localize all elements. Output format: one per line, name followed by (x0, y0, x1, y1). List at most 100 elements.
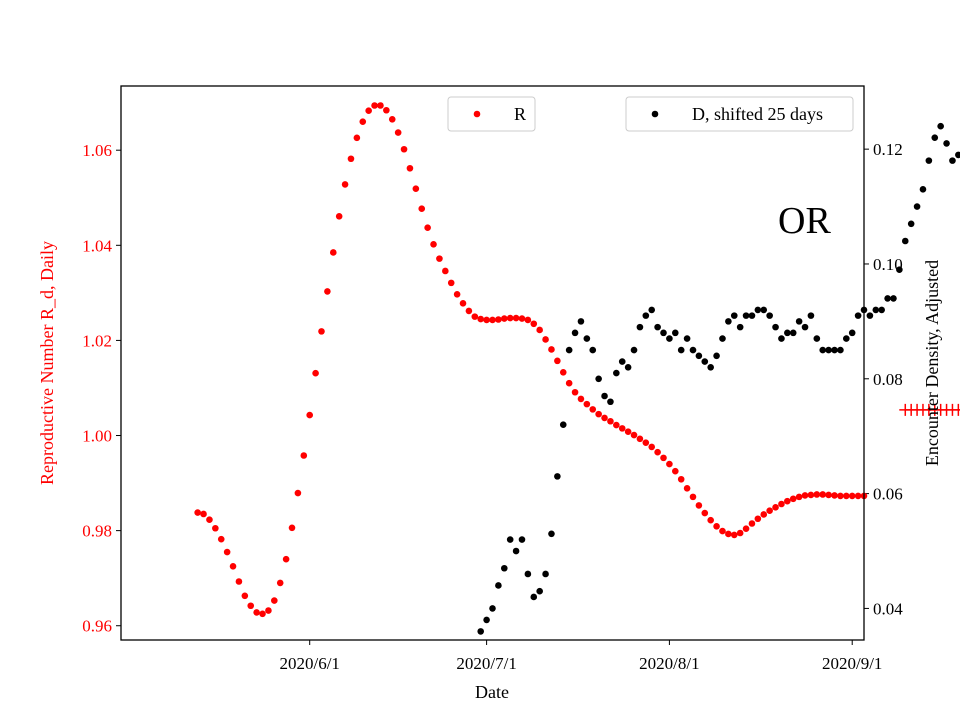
left-tick-label: 0.96 (82, 617, 112, 636)
data-point (329, 249, 337, 256)
data-point (288, 524, 296, 532)
data-point (500, 564, 508, 572)
left-tick-label: 0.98 (82, 522, 112, 541)
data-point (801, 323, 809, 331)
data-point (583, 400, 591, 408)
x-tick-label: 2020/7/1 (456, 654, 516, 673)
data-point (577, 318, 585, 325)
data-point (247, 602, 255, 610)
data-point (925, 157, 933, 164)
plot-background (121, 86, 864, 640)
data-point (430, 241, 437, 248)
data-point (359, 118, 367, 125)
data-point (324, 288, 331, 295)
data-point (477, 628, 485, 635)
data-point (896, 266, 903, 274)
data-point (772, 504, 779, 511)
data-point (819, 346, 827, 354)
data-point (571, 388, 579, 396)
data-point (725, 318, 732, 325)
x-axis-ticks: 2020/6/12020/7/12020/8/12020/9/12020/10/… (279, 640, 882, 673)
data-point (536, 587, 543, 595)
data-point (601, 392, 608, 400)
data-point (701, 509, 709, 517)
data-point (530, 320, 538, 328)
data-point (524, 570, 532, 578)
data-point (866, 312, 874, 319)
data-point (843, 492, 850, 500)
data-point (784, 497, 791, 505)
data-point (683, 485, 691, 492)
legend-d: D, shifted 25 days (625, 96, 854, 132)
data-point (229, 562, 237, 570)
data-point (683, 335, 691, 342)
data-point (318, 328, 325, 335)
data-point (347, 155, 355, 163)
data-point (784, 329, 791, 337)
right-tick-label: 0.06 (873, 485, 903, 504)
data-point (901, 237, 909, 245)
legend-d-label: D, shifted 25 days (692, 104, 823, 124)
data-point (424, 224, 431, 232)
data-point (666, 335, 673, 342)
data-point (848, 329, 856, 337)
data-point (554, 357, 561, 365)
data-point (701, 358, 709, 365)
data-point (471, 313, 479, 320)
right-axis-ticks: 0.04 0.06 0.08 0.10 0.12 (864, 140, 903, 618)
data-point (548, 346, 555, 353)
annotation-or: OR (778, 200, 831, 242)
data-point (713, 352, 720, 360)
x-tick-label: 2020/6/1 (279, 654, 339, 673)
data-point (371, 102, 378, 109)
left-axis-label: Reproductive Number R_d, Daily (37, 241, 57, 485)
data-point (618, 425, 626, 432)
series-or (899, 403, 960, 416)
legend-r-box (447, 96, 536, 132)
data-point (742, 525, 750, 533)
data-point (447, 279, 455, 287)
data-point (795, 318, 803, 325)
data-point (919, 186, 927, 193)
data-point (194, 509, 201, 516)
right-axis-label: Encounter Density, Adjusted (922, 260, 942, 466)
data-point (672, 467, 679, 475)
data-point (913, 203, 921, 210)
data-point (695, 502, 703, 509)
data-point (459, 300, 467, 307)
data-point (949, 157, 956, 164)
left-axis-ticks: 0.96 0.98 1.00 1.02 1.04 1.06 (82, 141, 121, 636)
data-point (512, 314, 520, 322)
legend-d-box (625, 96, 854, 132)
data-point (335, 212, 343, 220)
data-point (577, 395, 585, 403)
data-point (559, 421, 567, 429)
data-point (707, 516, 714, 524)
data-point (778, 500, 785, 508)
data-point (607, 398, 614, 406)
data-point (748, 312, 756, 319)
data-point (677, 346, 685, 354)
data-point (453, 290, 461, 298)
data-point (377, 102, 384, 109)
data-point (819, 491, 827, 498)
data-point (542, 570, 549, 578)
data-point (689, 493, 697, 501)
data-point (648, 443, 656, 451)
data-point (825, 491, 832, 499)
data-point (630, 431, 638, 439)
data-point (789, 495, 797, 503)
series-d-shifted-25-days (477, 122, 960, 635)
data-point (276, 579, 284, 587)
data-point (418, 205, 426, 212)
series-layer (194, 102, 960, 635)
data-point (353, 134, 361, 142)
data-point (648, 306, 656, 314)
data-point (589, 406, 597, 413)
right-tick-label: 0.12 (873, 140, 903, 159)
data-point (613, 369, 620, 377)
data-point (843, 335, 850, 342)
data-point (206, 516, 213, 523)
data-point (483, 316, 490, 324)
